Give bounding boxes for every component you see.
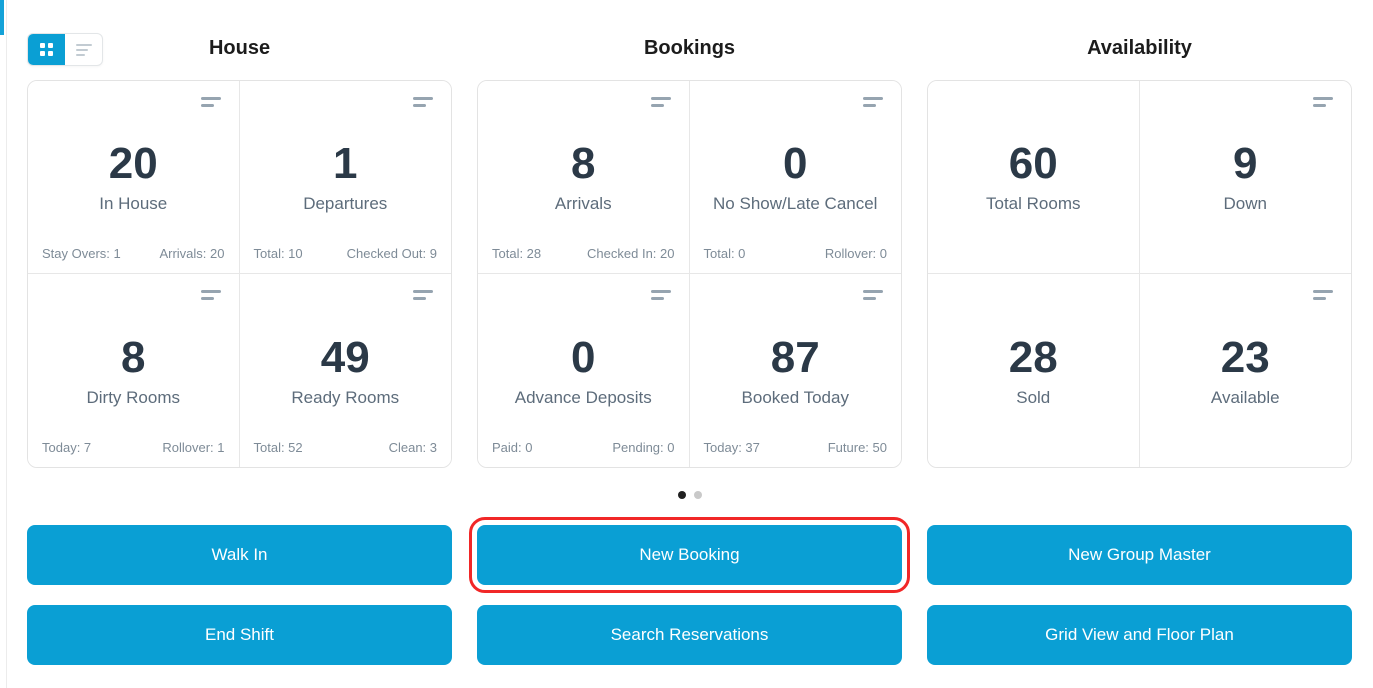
card-menu-icon[interactable] — [1311, 288, 1335, 302]
stat-label: Total Rooms — [986, 194, 1081, 214]
stat-label: Advance Deposits — [514, 387, 652, 407]
stat-label: Sold — [1016, 387, 1051, 407]
stat-footer-right: Rollover: 1 — [162, 440, 225, 455]
stat-label: Arrivals — [554, 194, 612, 214]
column-title-bookings: Bookings — [643, 37, 736, 59]
stat-value: 0 — [783, 138, 808, 188]
stat-footer-left: Stay Overs: 1 — [42, 246, 121, 261]
card-menu-icon[interactable] — [1311, 95, 1335, 109]
grid-view-button[interactable] — [28, 34, 65, 65]
card-down: 9 Down — [1139, 81, 1351, 274]
new-group-master-button[interactable]: New Group Master — [927, 525, 1352, 585]
card-sold: 28 Sold — [928, 274, 1140, 467]
stat-footer-left: Today: 7 — [42, 440, 92, 455]
list-view-button[interactable] — [65, 34, 102, 65]
stat-footer-right: Checked In: 20 — [587, 246, 675, 261]
stat-value: 20 — [108, 138, 158, 188]
end-shift-button[interactable]: End Shift — [27, 605, 452, 665]
stat-footer-left: Total: 28 — [492, 246, 542, 261]
dashboard: House Bookings Availability 20 In House … — [27, 0, 1352, 665]
left-accent-bar — [0, 0, 4, 35]
stat-card-groups: 20 In House Stay Overs: 1 Arrivals: 20 1… — [27, 80, 1352, 468]
stat-footer-left: Total: 0 — [703, 246, 746, 261]
card-dirty-rooms: 8 Dirty Rooms Today: 7 Rollover: 1 — [28, 274, 240, 467]
stat-value: 0 — [571, 332, 596, 382]
stat-value: 28 — [1008, 332, 1058, 382]
stat-value: 8 — [571, 138, 596, 188]
stat-footer-left: Paid: 0 — [492, 440, 533, 455]
card-menu-icon[interactable] — [199, 288, 223, 302]
carousel-dot-1[interactable] — [677, 491, 686, 499]
stat-value: 8 — [121, 332, 146, 382]
card-booked-today: 87 Booked Today Today: 37 Future: 50 — [689, 274, 901, 467]
grid-view-floor-plan-button[interactable]: Grid View and Floor Plan — [927, 605, 1352, 665]
view-toggle — [27, 33, 103, 66]
stat-footer-right: Clean: 3 — [388, 440, 437, 455]
card-menu-icon[interactable] — [649, 288, 673, 302]
stat-value: 23 — [1220, 332, 1270, 382]
stat-label: Available — [1210, 387, 1280, 407]
stat-footer-left: Total: 52 — [253, 440, 303, 455]
stat-footer-left: Total: 10 — [253, 246, 303, 261]
stat-value: 1 — [333, 138, 358, 188]
stat-footer-right: Rollover: 0 — [824, 246, 887, 261]
walk-in-button[interactable]: Walk In — [27, 525, 452, 585]
grid-icon — [40, 43, 53, 56]
card-menu-icon[interactable] — [411, 288, 435, 302]
stat-value: 87 — [770, 332, 820, 382]
action-buttons: Walk In New Booking New Group Master End… — [27, 517, 1352, 665]
stat-footer-right: Arrivals: 20 — [159, 246, 225, 261]
carousel-pagination — [27, 491, 1352, 499]
card-total-rooms: 60 Total Rooms — [928, 81, 1140, 274]
card-arrivals: 8 Arrivals Total: 28 Checked In: 20 — [478, 81, 690, 274]
card-menu-icon[interactable] — [861, 95, 885, 109]
house-card-group: 20 In House Stay Overs: 1 Arrivals: 20 1… — [27, 80, 452, 468]
stat-label: In House — [99, 194, 168, 214]
header-row: House Bookings Availability — [27, 33, 1352, 66]
list-icon — [75, 43, 92, 56]
column-title-availability: Availability — [1087, 37, 1192, 59]
card-menu-icon[interactable] — [199, 95, 223, 109]
stat-label: Down — [1223, 194, 1267, 214]
stat-footer-left: Today: 37 — [703, 440, 760, 455]
card-no-show-late-cancel: 0 No Show/Late Cancel Total: 0 Rollover:… — [689, 81, 901, 274]
column-title-house: House — [208, 37, 271, 59]
stat-label: No Show/Late Cancel — [713, 194, 878, 214]
stat-value: 60 — [1008, 138, 1058, 188]
bookings-card-group: 8 Arrivals Total: 28 Checked In: 20 0 No… — [477, 80, 902, 468]
stat-label: Departures — [303, 194, 388, 214]
availability-card-group: 60 Total Rooms 9 Down 28 Sold — [927, 80, 1352, 468]
card-in-house: 20 In House Stay Overs: 1 Arrivals: 20 — [28, 81, 240, 274]
card-ready-rooms: 49 Ready Rooms Total: 52 Clean: 3 — [239, 274, 451, 467]
card-menu-icon[interactable] — [649, 95, 673, 109]
stat-label: Booked Today — [741, 387, 849, 407]
stat-label: Dirty Rooms — [86, 387, 180, 407]
card-menu-icon[interactable] — [861, 288, 885, 302]
card-menu-icon[interactable] — [411, 95, 435, 109]
left-panel-divider — [6, 0, 7, 688]
card-departures: 1 Departures Total: 10 Checked Out: 9 — [239, 81, 451, 274]
stat-footer-right: Future: 50 — [827, 440, 887, 455]
card-available: 23 Available — [1139, 274, 1351, 467]
carousel-dot-2[interactable] — [693, 491, 702, 499]
stat-value: 49 — [320, 332, 370, 382]
stat-value: 9 — [1233, 138, 1258, 188]
search-reservations-button[interactable]: Search Reservations — [477, 605, 902, 665]
card-advance-deposits: 0 Advance Deposits Paid: 0 Pending: 0 — [478, 274, 690, 467]
stat-label: Ready Rooms — [291, 387, 400, 407]
stat-footer-right: Pending: 0 — [612, 440, 675, 455]
stat-footer-right: Checked Out: 9 — [346, 246, 437, 261]
new-booking-button[interactable]: New Booking — [469, 517, 910, 593]
